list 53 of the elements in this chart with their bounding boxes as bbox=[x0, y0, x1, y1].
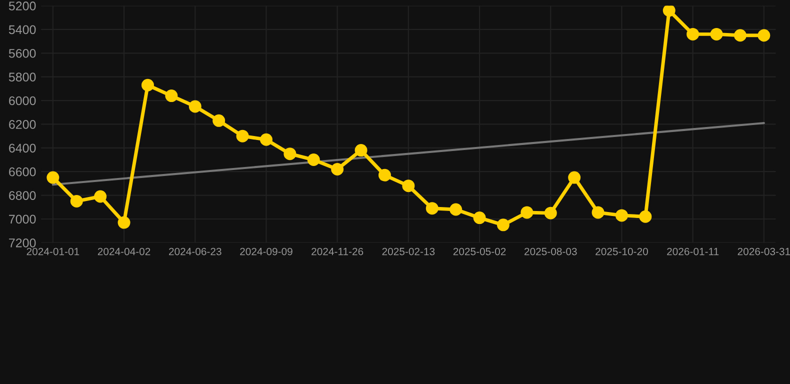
x-tick-label: 2024-01-01 bbox=[26, 248, 80, 256]
point bbox=[544, 206, 557, 220]
point bbox=[450, 203, 462, 216]
y-tick-label: 6200 bbox=[9, 120, 36, 129]
point bbox=[426, 202, 438, 215]
x-tick-label: 2024-04-02 bbox=[98, 248, 150, 256]
point bbox=[662, 6, 676, 17]
y-tick-label: 6600 bbox=[9, 167, 36, 176]
x-tick-label: 2025-08-03 bbox=[524, 248, 577, 256]
point bbox=[734, 29, 746, 42]
point bbox=[94, 190, 107, 203]
point bbox=[378, 168, 391, 182]
x-tick-label: 2025-05-02 bbox=[453, 248, 506, 256]
y-tick-label: 7000 bbox=[9, 214, 36, 224]
x-tick-label: 2024-11-26 bbox=[312, 248, 364, 256]
point bbox=[46, 171, 60, 184]
point bbox=[141, 78, 154, 92]
point bbox=[284, 148, 296, 160]
point bbox=[592, 206, 604, 219]
x-tick-label: 2024-09-09 bbox=[240, 248, 292, 256]
point bbox=[686, 28, 700, 40]
point bbox=[639, 210, 652, 223]
point bbox=[307, 154, 320, 166]
point bbox=[615, 209, 628, 222]
point bbox=[212, 114, 226, 127]
point bbox=[354, 144, 368, 157]
point bbox=[402, 180, 415, 192]
point bbox=[758, 29, 770, 42]
x-tick-label: 2025-10-20 bbox=[596, 248, 648, 256]
x-tick-label: 2025-02-13 bbox=[382, 248, 435, 256]
y-tick-label: 6400 bbox=[9, 144, 36, 153]
point bbox=[473, 212, 486, 224]
y-tick-label: 5200 bbox=[8, 2, 36, 10]
point bbox=[118, 216, 130, 229]
point bbox=[496, 218, 510, 232]
x-tick-label: 2024-06-23 bbox=[169, 248, 222, 256]
y-tick-label: 7200 bbox=[9, 238, 36, 248]
y-tick-label: 6800 bbox=[9, 191, 36, 200]
point bbox=[568, 171, 581, 184]
point bbox=[70, 194, 83, 208]
y-tick-label: 6000 bbox=[9, 96, 36, 106]
point bbox=[165, 90, 178, 102]
x-tick-label: 2026-03-31 bbox=[738, 248, 790, 256]
y-tick-label: 5400 bbox=[8, 25, 36, 34]
point bbox=[236, 130, 249, 142]
point bbox=[188, 100, 202, 113]
point bbox=[331, 162, 344, 176]
y-tick-label: 5800 bbox=[8, 72, 36, 82]
x-tick-label: 2026-01-11 bbox=[667, 248, 719, 256]
point bbox=[710, 28, 723, 40]
point bbox=[520, 206, 534, 219]
y-tick-label: 5600 bbox=[8, 48, 36, 58]
point bbox=[260, 133, 272, 146]
